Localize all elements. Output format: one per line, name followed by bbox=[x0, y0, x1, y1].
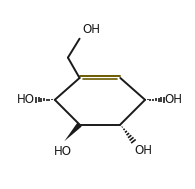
Text: OH: OH bbox=[82, 23, 100, 36]
Text: OH: OH bbox=[134, 144, 152, 157]
Text: HO: HO bbox=[54, 145, 72, 158]
Text: OH: OH bbox=[165, 93, 183, 106]
Polygon shape bbox=[64, 123, 82, 141]
Text: HO: HO bbox=[17, 93, 35, 106]
